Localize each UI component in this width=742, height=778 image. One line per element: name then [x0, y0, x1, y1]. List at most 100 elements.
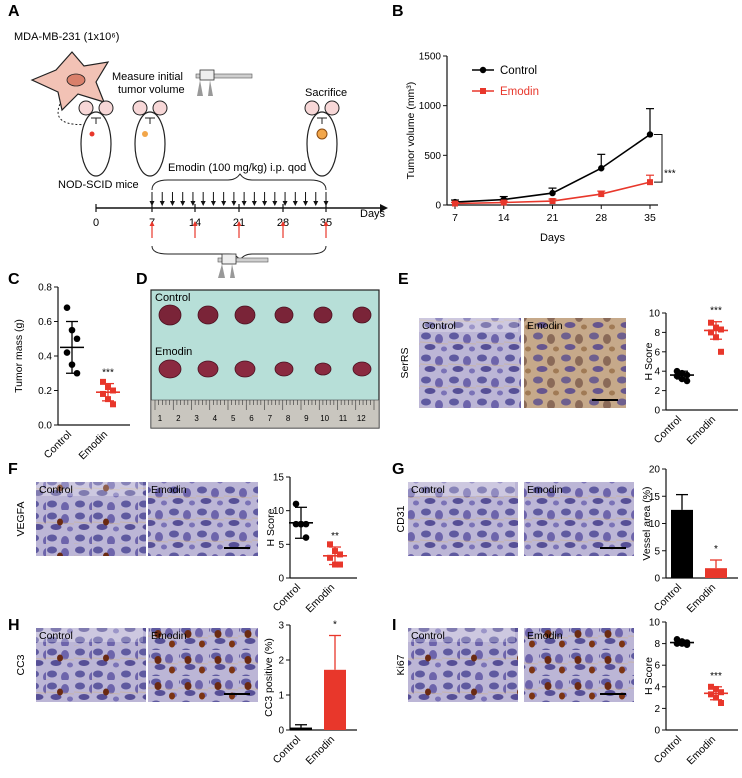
y-tick-label: 5 — [654, 546, 660, 557]
ihc-image-control — [36, 482, 146, 556]
bar — [705, 568, 727, 578]
y-axis-label: CC3 positive (%) — [263, 638, 275, 717]
mice-strain-label: NOD-SCID mice — [58, 179, 139, 191]
significance-label: *** — [710, 306, 722, 317]
ihc-image-emodin — [148, 482, 258, 556]
measure-arrow-head — [192, 221, 198, 226]
mouse-icon — [132, 100, 168, 177]
sacrifice-label: Sacrifice — [305, 87, 347, 99]
ruler-number: 10 — [320, 414, 329, 423]
ruler-number: 4 — [213, 414, 218, 423]
x-category-label: Control — [652, 414, 684, 446]
panel-c-letter: C — [8, 271, 20, 288]
data-point — [100, 378, 106, 385]
injection-arrow-head — [169, 201, 175, 206]
y-tick-label: 0.8 — [38, 283, 52, 294]
y-tick-label: 1500 — [419, 52, 442, 63]
panel-g-images: G CD31 Control Emodin — [392, 461, 634, 556]
bar — [290, 727, 312, 730]
data-point — [110, 401, 116, 408]
y-tick-label: 3 — [278, 621, 284, 632]
panel-e-images: E SerRS Control Emodin — [398, 271, 626, 408]
tumor-emodin — [314, 362, 332, 376]
y-tick-label: 15 — [649, 492, 661, 503]
data-point — [63, 304, 71, 312]
tumor-control — [197, 305, 219, 325]
y-tick-label: 0.6 — [38, 317, 52, 328]
chartI: 0 2 4 6 8 10 H Score Control Emodin *** — [643, 618, 738, 767]
x-tick-label: 35 — [644, 212, 656, 224]
injection-arrow-head — [221, 201, 227, 206]
stain-label: CD31 — [395, 505, 407, 532]
injection-arrow-head — [180, 201, 186, 206]
x-category-label: Control — [271, 734, 303, 766]
injection-arrows — [149, 192, 329, 206]
y-axis-label: Tumor volume (mm³) — [405, 82, 417, 180]
ruler-number: 12 — [357, 414, 366, 423]
y-tick-label: 0 — [654, 574, 660, 585]
x-category-label: Control — [271, 582, 303, 614]
ihc-image-emodin — [148, 628, 258, 702]
caliper-icon — [217, 253, 269, 278]
y-tick-label: 4 — [654, 367, 660, 378]
legend-label: Control — [500, 65, 537, 77]
y-tick-label: 8 — [654, 639, 660, 650]
bar — [324, 669, 346, 730]
data-point — [647, 179, 653, 186]
label-backdrop — [36, 628, 143, 642]
data-point — [500, 199, 507, 206]
tumor-control — [158, 304, 182, 326]
panel-letter: F — [8, 461, 18, 478]
data-point — [100, 390, 106, 397]
image-control-label: Control — [39, 484, 73, 496]
measure-arrow-head — [280, 221, 286, 226]
panel-letter: G — [392, 461, 404, 478]
photo-emodin-label: Emodin — [155, 346, 192, 358]
image-control-label: Control — [422, 320, 456, 332]
injection-arrow-head — [190, 201, 196, 206]
y-tick-label: 10 — [649, 309, 661, 320]
data-point — [452, 200, 458, 207]
chartG: 0 5 10 15 20 Vessel area (%) Control Emodin * — [641, 465, 738, 615]
data-point — [718, 326, 724, 333]
y-axis-label: Vessel area (%) — [641, 486, 653, 560]
x-category-label: Control — [652, 582, 684, 614]
photo-control-label: Control — [155, 292, 190, 304]
injection-arrow-head — [159, 201, 165, 206]
y-tick-label: 0 — [435, 201, 441, 212]
y-tick-label: 2 — [654, 704, 660, 715]
measure-label-2: tumor volume — [118, 84, 185, 96]
legend-label: Emodin — [500, 86, 539, 98]
data-point — [302, 534, 310, 541]
ihc-image-control — [419, 318, 521, 408]
injection-arrow-head — [292, 201, 298, 206]
y-tick-label: 5 — [278, 540, 284, 551]
data-point — [327, 554, 333, 561]
y-tick-label: 8 — [654, 328, 660, 339]
data-point — [708, 319, 714, 326]
data-point — [598, 191, 605, 198]
measure-arrow-head — [323, 221, 329, 226]
significance-label: *** — [102, 368, 114, 379]
panel-a-letter: A — [8, 3, 20, 20]
tumor-emodin — [158, 359, 182, 379]
panel-h-images: H CC3 Control Emodin — [8, 617, 258, 702]
data-point — [292, 500, 300, 508]
y-tick-label: 10 — [649, 618, 661, 629]
y-tick-label: 0 — [654, 726, 660, 737]
ihc-image-control — [36, 628, 146, 702]
chartE: 0 2 4 6 8 10 H Score Control Emodin *** — [643, 306, 738, 447]
y-tick-label: 10 — [649, 519, 661, 530]
tumor-emodin — [274, 361, 294, 377]
y-tick-label: 0.2 — [38, 386, 52, 397]
ruler-number: 6 — [249, 414, 254, 423]
ruler-number: 11 — [339, 414, 348, 423]
injection-arrow-head — [210, 201, 216, 206]
measure-arrow-head — [149, 221, 155, 226]
mouse-icon — [304, 100, 340, 177]
y-tick-label: 0 — [278, 726, 284, 737]
tumor-emodin — [352, 361, 372, 377]
timeline-arrow-head — [380, 204, 388, 212]
